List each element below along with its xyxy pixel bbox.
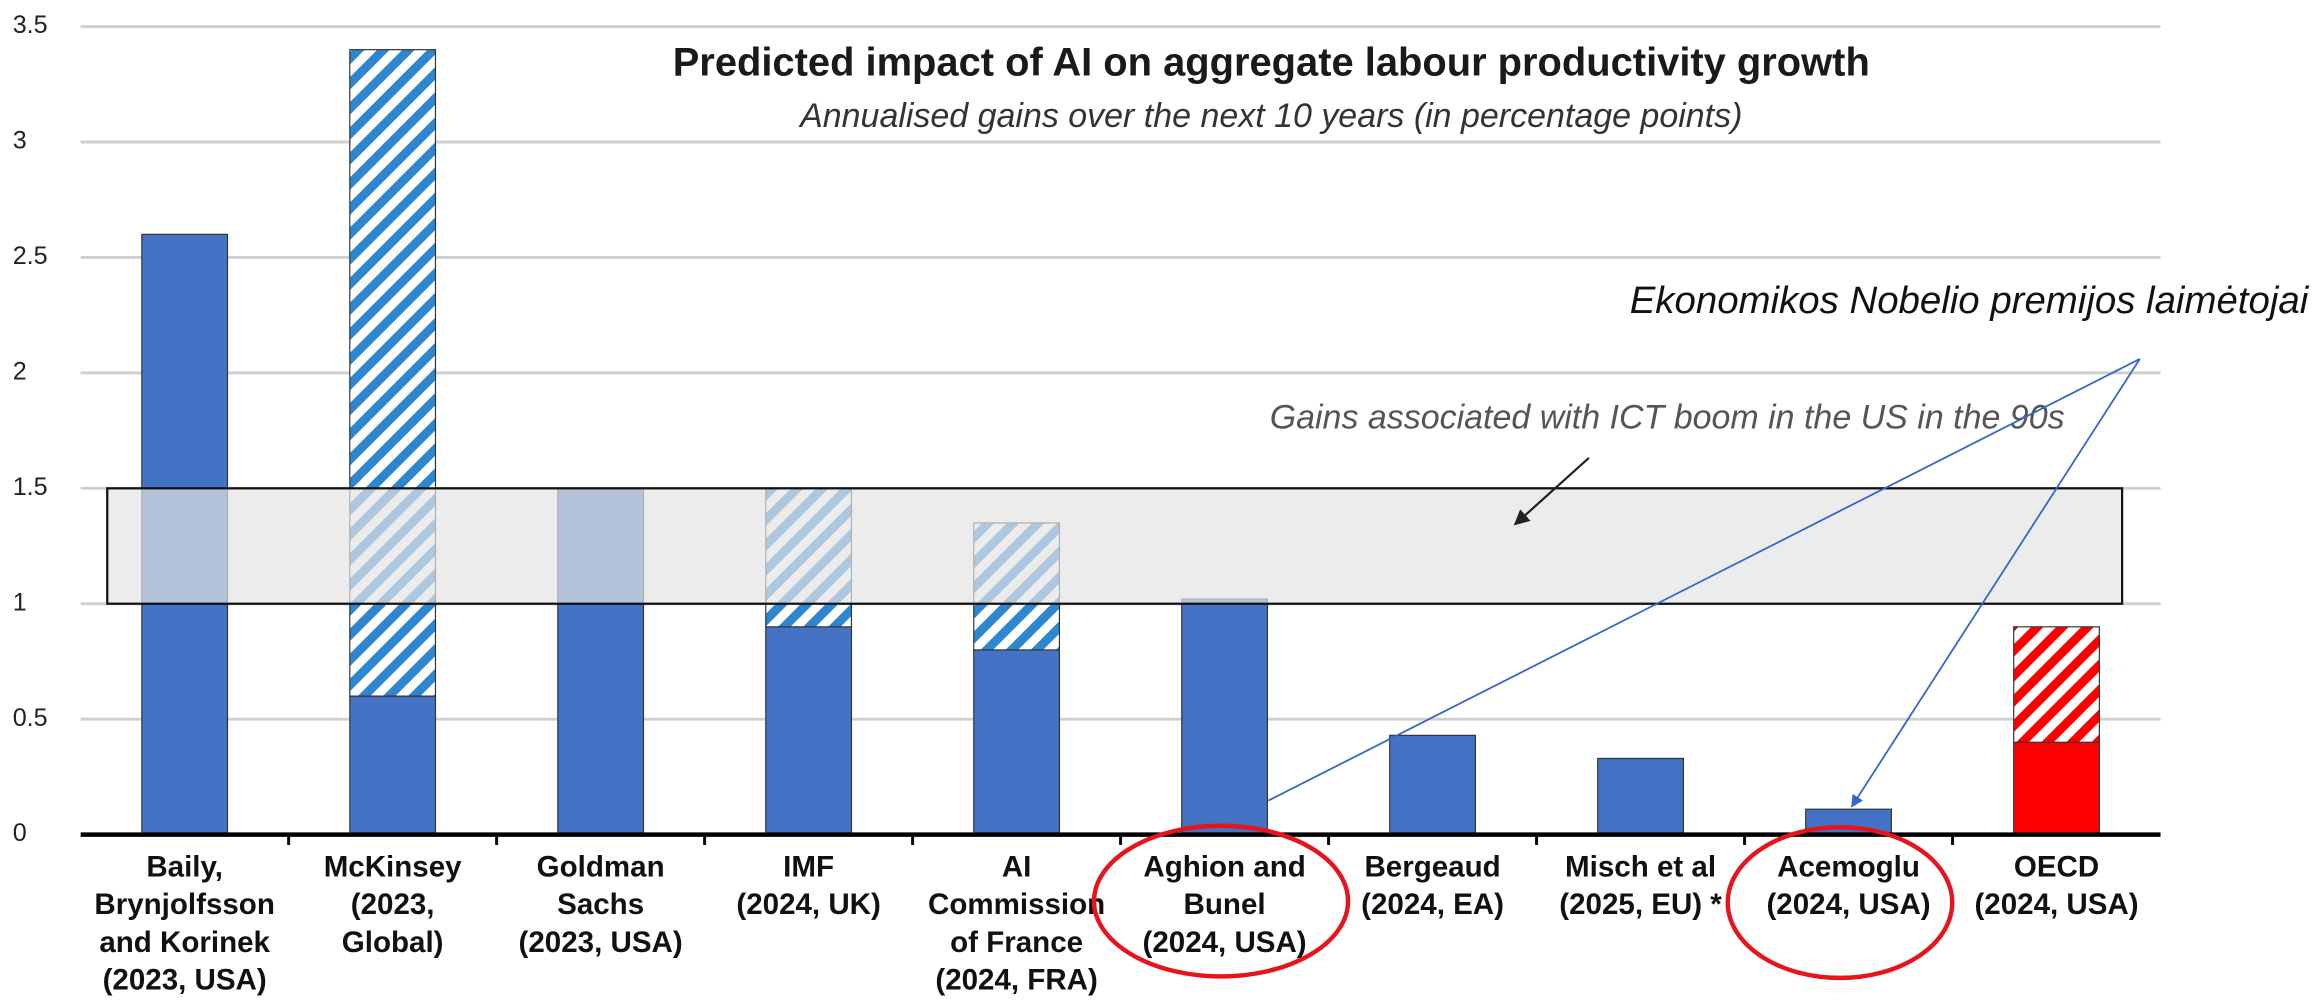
y-tick-label: 1 <box>13 588 27 616</box>
x-tick-label-line: Global) <box>342 926 444 959</box>
bar <box>1389 734 1477 836</box>
x-tick-label-line: (2024, USA) <box>1766 888 1930 921</box>
x-tick-label: Baily, Brynjolfsson and Korinek (2023, USA) <box>94 850 275 996</box>
bar <box>765 626 853 836</box>
x-tick-label-line: of France <box>950 926 1083 959</box>
x-tick-label: IMF (2024, UK) <box>736 850 880 921</box>
chart-subtitle: Annualised gains over the next 10 years … <box>798 97 1742 135</box>
x-tick-label: Aghion and Bunel (2024, USA) <box>1143 850 1307 958</box>
x-tick-label: Acemoglu (2024, USA) <box>1766 850 1930 921</box>
y-tick-label: 2.5 <box>13 242 48 270</box>
highlight-ellipse <box>1091 823 1351 979</box>
x-tick-label-line: (2024, UK) <box>736 888 880 921</box>
y-tick-label: 2 <box>13 358 27 386</box>
highlight-ellipse <box>1725 825 1955 981</box>
x-tick-label-line: Aghion and <box>1143 850 1305 883</box>
x-tick-label: Bergeaud (2024, EA) <box>1361 850 1504 921</box>
y-tick-label: 3 <box>13 127 27 155</box>
x-tick-label-line: Brynjolfsson <box>94 888 275 921</box>
bar <box>349 695 437 836</box>
x-tick-label-line: (2024, USA) <box>1974 888 2138 921</box>
range-band <box>106 487 2124 605</box>
bar <box>1181 598 1269 836</box>
x-tick-label-line: (2024, EA) <box>1361 888 1504 921</box>
x-tick-label-line: Goldman <box>537 850 665 883</box>
y-tick-label: 0 <box>13 819 27 847</box>
annotation-arrow <box>1851 358 2141 808</box>
band-label: Gains associated with ICT boom in the US… <box>1270 398 2065 436</box>
x-tick-label-line: and Korinek <box>99 926 270 959</box>
chart-title: Predicted impact of AI on aggregate labo… <box>673 41 1870 85</box>
x-tick-label-line: (2023, <box>351 888 435 921</box>
x-tick-label-line: OECD <box>2014 850 2099 883</box>
x-tick-label-line: Baily, <box>146 850 223 883</box>
y-tick-label: 1.5 <box>13 473 48 501</box>
x-tick-label: OECD (2024, USA) <box>1974 850 2138 921</box>
x-tick-label: AI Commission of France (2024, FRA) <box>928 850 1105 996</box>
x-tick-label-line: IMF <box>783 850 834 883</box>
annotation-line <box>1267 358 2141 802</box>
x-tick-label-line: (2023, USA) <box>103 963 267 996</box>
x-tick-label-line: (2024, USA) <box>1143 926 1307 959</box>
x-tick-label-line: (2024, FRA) <box>935 963 1097 996</box>
bar <box>973 649 1061 836</box>
x-tick-label-line: McKinsey <box>324 850 462 883</box>
x-tick-label-line: Misch et al <box>1565 850 1716 883</box>
x-tick-label-line: (2025, EU) * <box>1559 888 1722 921</box>
bar <box>2013 741 2100 836</box>
x-tick-label-line: Commission <box>928 888 1105 921</box>
x-tick-label-line: Bergeaud <box>1364 850 1500 883</box>
x-tick-label: Misch et al (2025, EU) * <box>1559 850 1722 921</box>
x-tick-label: McKinsey (2023, Global) <box>324 850 462 958</box>
bar <box>1597 757 1684 836</box>
x-tick-label-line: (2023, USA) <box>519 926 683 959</box>
y-tick-label: 3.5 <box>13 11 48 39</box>
annotation: Ekonomikos Nobelio premijos laimėtojai <box>1630 279 2310 322</box>
x-tick-label-line: Bunel <box>1184 888 1266 921</box>
x-tick-label-line: Sachs <box>557 888 644 921</box>
x-tick-label: Goldman Sachs (2023, USA) <box>519 850 683 958</box>
x-tick-label-line: AI <box>1002 850 1032 883</box>
bar-range <box>2013 626 2100 743</box>
band-arrow <box>1513 457 1590 526</box>
x-tick-label-line: Acemoglu <box>1777 850 1920 883</box>
y-tick-label: 0.5 <box>13 704 48 732</box>
